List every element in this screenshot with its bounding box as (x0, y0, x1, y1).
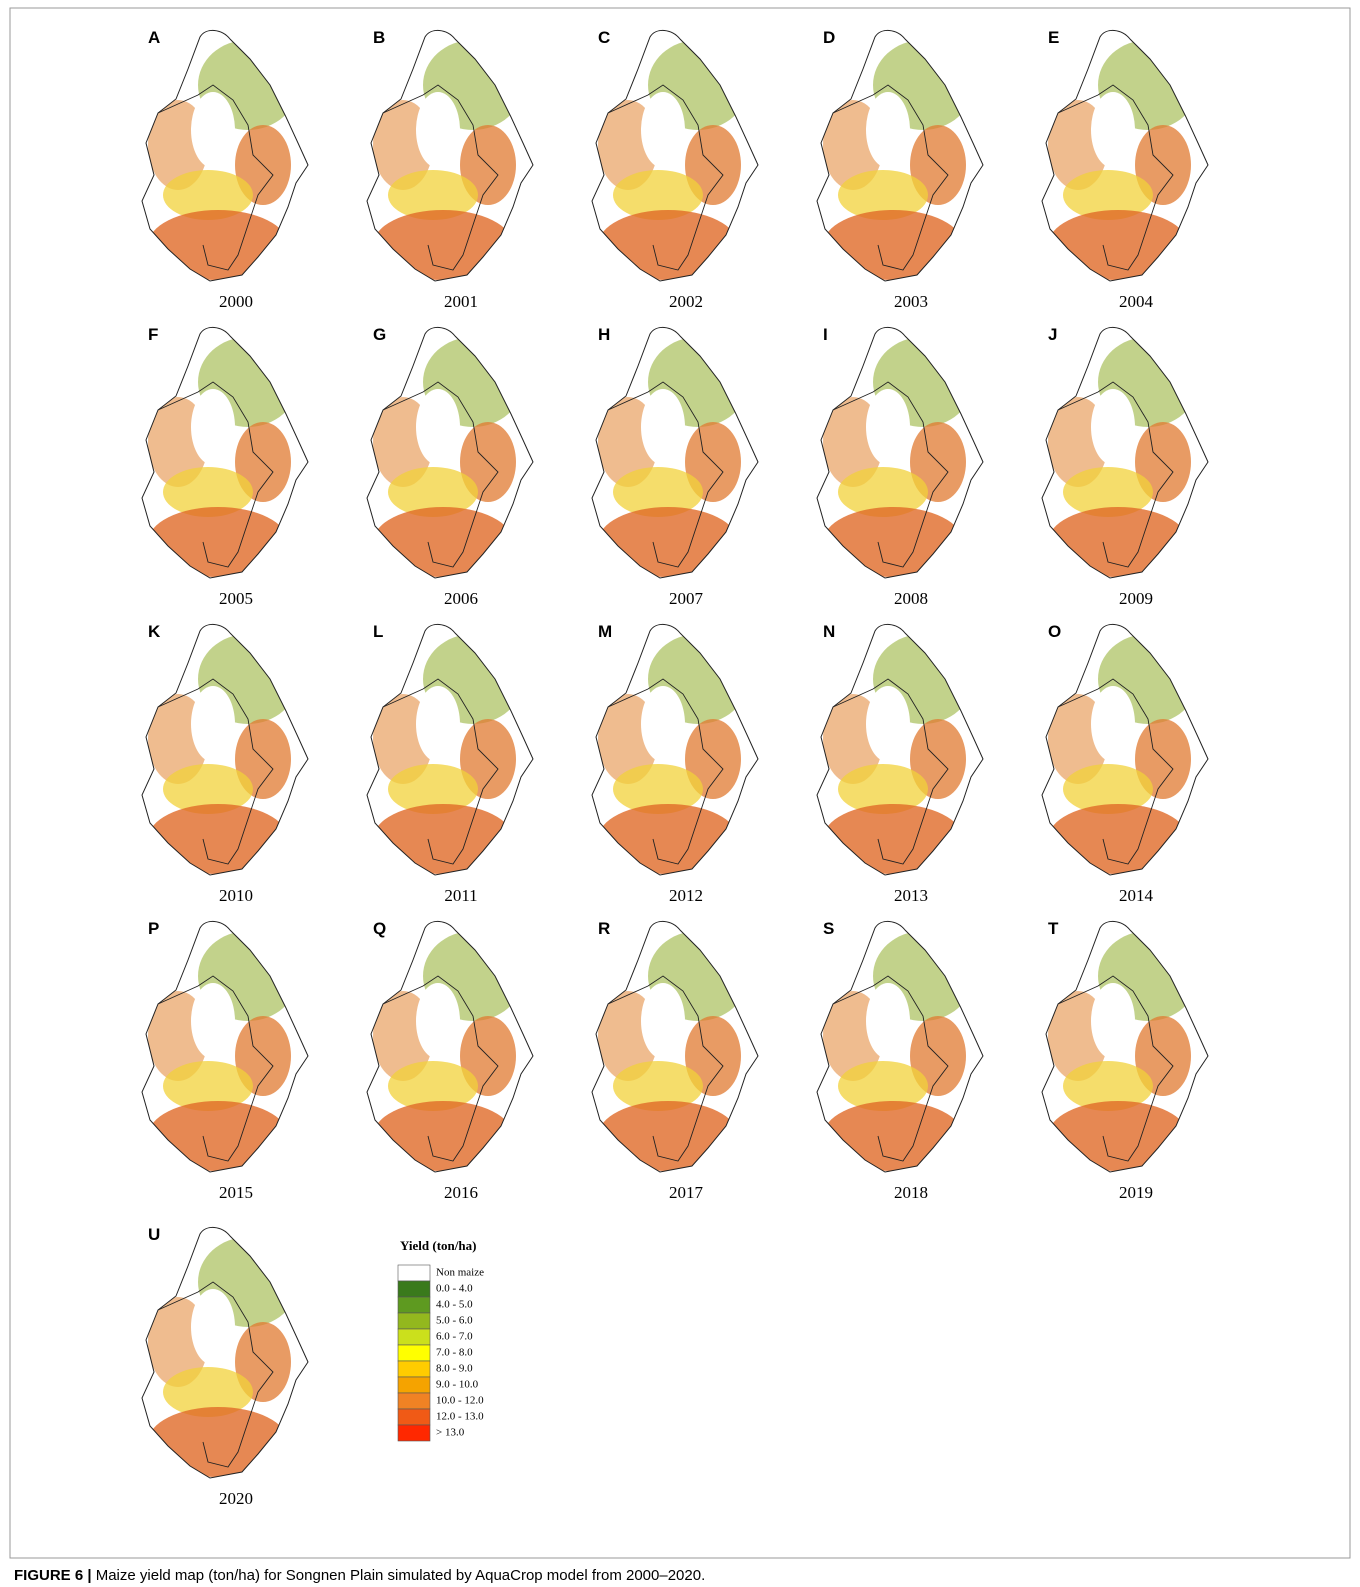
legend-label: > 13.0 (436, 1427, 465, 1439)
figure: FIGURE 6 | Maize yield map (ton/ha) for … (0, 0, 1360, 1587)
yield-map (138, 1222, 313, 1482)
panel-year: 2009 (1119, 589, 1153, 608)
legend-label: Non maize (436, 1267, 484, 1279)
panel-letter: S (823, 919, 834, 938)
panel-year: 2001 (444, 292, 478, 311)
legend-swatch (398, 1425, 430, 1441)
panel-letter: D (823, 28, 835, 47)
yield-map (1038, 916, 1213, 1176)
panel-year: 2005 (219, 589, 253, 608)
panel-letter: E (1048, 28, 1059, 47)
yield-map (363, 916, 538, 1176)
legend-label: 7.0 - 8.0 (436, 1347, 473, 1359)
yield-map (813, 322, 988, 582)
yield-map (138, 916, 313, 1176)
legend-label: 8.0 - 9.0 (436, 1363, 473, 1375)
yield-map (588, 619, 763, 879)
panel-letter: B (373, 28, 385, 47)
panel-letter: A (148, 28, 160, 47)
yield-map (1038, 619, 1213, 879)
panel-year: 2000 (219, 292, 253, 311)
panel-letter: P (148, 919, 159, 938)
panel-year: 2020 (219, 1489, 253, 1508)
panel-year: 2015 (219, 1183, 253, 1202)
legend-swatch (398, 1409, 430, 1425)
panel-letter: Q (373, 919, 386, 938)
legend-swatch (398, 1281, 430, 1297)
legend-label: 12.0 - 13.0 (436, 1411, 484, 1423)
panel-year: 2004 (1119, 292, 1154, 311)
yield-map (1038, 322, 1213, 582)
legend-swatch (398, 1377, 430, 1393)
panel-year: 2008 (894, 589, 928, 608)
yield-map (813, 916, 988, 1176)
panel-year: 2010 (219, 886, 253, 905)
panel-letter: H (598, 325, 610, 344)
legend-label: 9.0 - 10.0 (436, 1379, 479, 1391)
panel-year: 2019 (1119, 1183, 1153, 1202)
legend-label: 6.0 - 7.0 (436, 1331, 473, 1343)
panel-year: 2003 (894, 292, 928, 311)
yield-map (1038, 25, 1213, 285)
yield-map (138, 25, 313, 285)
yield-map (363, 25, 538, 285)
panel-year: 2017 (669, 1183, 704, 1202)
yield-map (588, 916, 763, 1176)
caption-label: FIGURE 6 | (14, 1567, 92, 1584)
panel-letter: N (823, 622, 835, 641)
panel-year: 2016 (444, 1183, 478, 1202)
yield-map (813, 25, 988, 285)
yield-map (363, 322, 538, 582)
legend-swatch (398, 1297, 430, 1313)
panel-year: 2014 (1119, 886, 1154, 905)
legend-swatch (398, 1313, 430, 1329)
panel-letter: M (598, 622, 612, 641)
caption-text: Maize yield map (ton/ha) for Songnen Pla… (96, 1567, 706, 1584)
panel-letter: J (1048, 325, 1057, 344)
legend-label: 4.0 - 5.0 (436, 1299, 473, 1311)
panel-year: 2012 (669, 886, 703, 905)
panel-letter: U (148, 1225, 160, 1244)
panel-letter: L (373, 622, 383, 641)
panel-letter: F (148, 325, 158, 344)
panel-year: 2011 (444, 886, 477, 905)
legend-label: 10.0 - 12.0 (436, 1395, 484, 1407)
panel-letter: G (373, 325, 386, 344)
yield-map (813, 619, 988, 879)
panel-year: 2018 (894, 1183, 928, 1202)
panel-letter: R (598, 919, 610, 938)
legend-label: 5.0 - 6.0 (436, 1315, 473, 1327)
legend-swatch (398, 1393, 430, 1409)
panel-letter: I (823, 325, 828, 344)
panel-year: 2002 (669, 292, 703, 311)
panel-letter: C (598, 28, 610, 47)
yield-map (363, 619, 538, 879)
yield-map (588, 25, 763, 285)
panel-letter: O (1048, 622, 1061, 641)
legend-swatch (398, 1361, 430, 1377)
caption: FIGURE 6 | Maize yield map (ton/ha) for … (14, 1567, 705, 1584)
panel-year: 2007 (669, 589, 704, 608)
legend-swatch (398, 1329, 430, 1345)
legend-swatch (398, 1345, 430, 1361)
yield-map (588, 322, 763, 582)
legend-swatch (398, 1265, 430, 1281)
legend-title: Yield (ton/ha) (400, 1238, 476, 1253)
panel-year: 2013 (894, 886, 928, 905)
legend-label: 0.0 - 4.0 (436, 1283, 473, 1295)
panel-letter: K (148, 622, 161, 641)
panel-year: 2006 (444, 589, 478, 608)
panel-letter: T (1048, 919, 1059, 938)
yield-map (138, 322, 313, 582)
yield-map (138, 619, 313, 879)
